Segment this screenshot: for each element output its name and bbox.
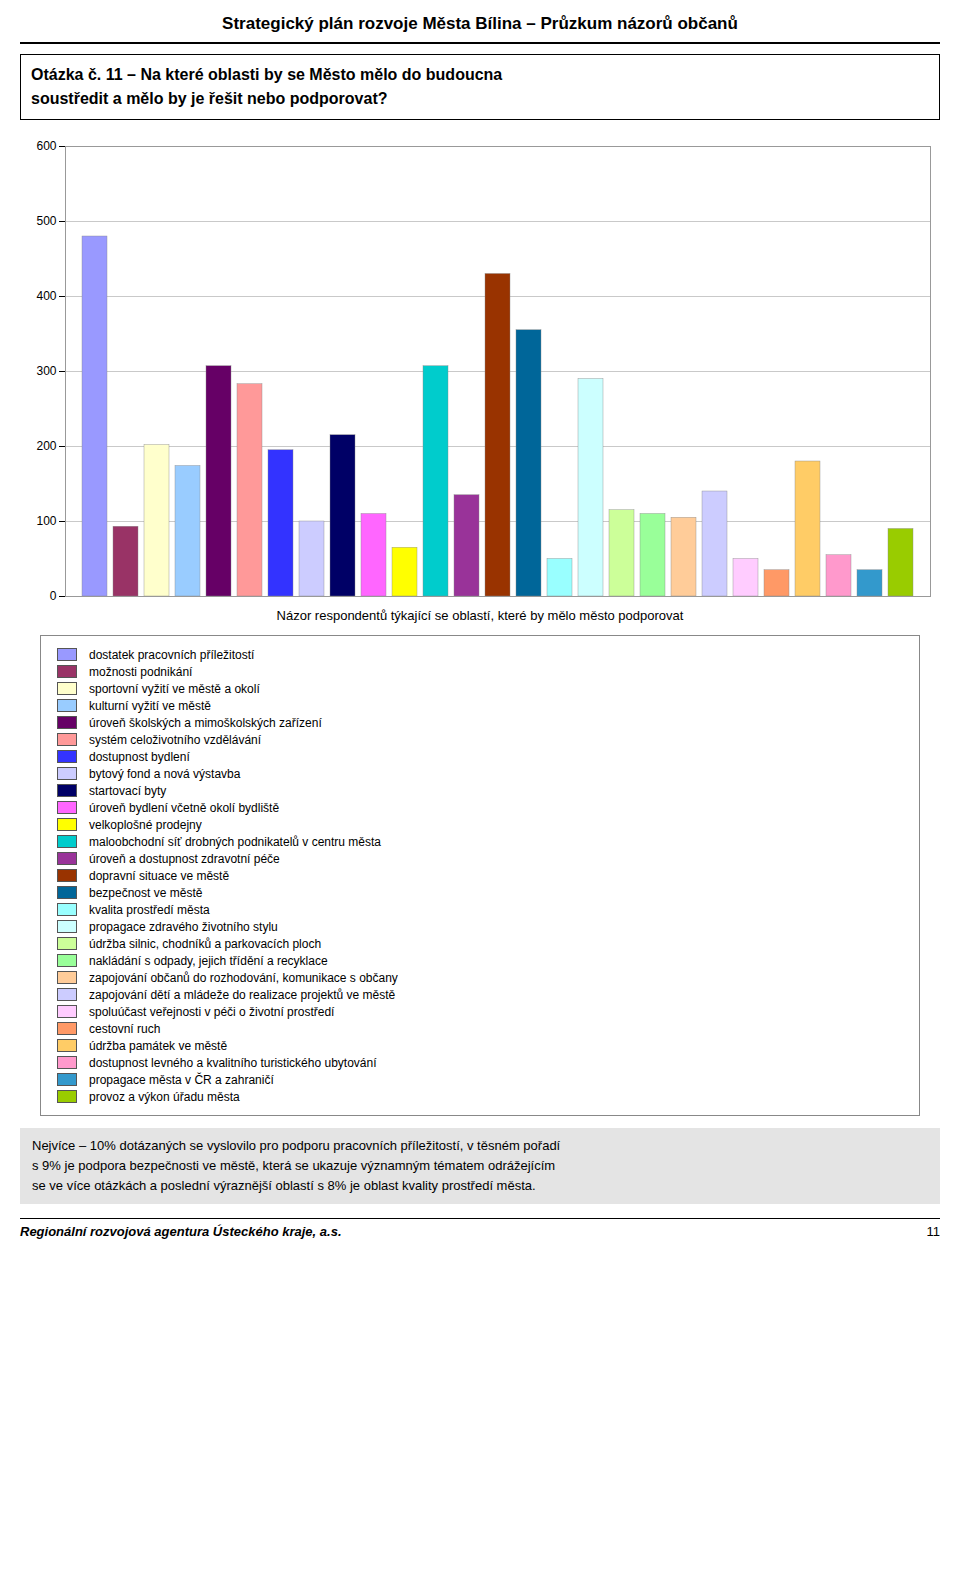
html-text:úroveň školských a mimoškolský: úroveň školských a mimoškolských zařízen…: [89, 715, 322, 730]
html-text:Názor respondentů týkající se: Názor respondentů týkající se oblastí, k…: [276, 608, 684, 623]
svg-text:100: 100: [36, 514, 56, 528]
html-text:zapojování dětí a mládeže do r: zapojování dětí a mládeže do realizace p…: [89, 987, 396, 1002]
html-text:zapojování občanů do rozhodová: zapojování občanů do rozhodování, komuni…: [89, 970, 398, 985]
html-text:dostupnost bydlení: dostupnost bydlení: [89, 749, 190, 764]
html-text:cestovní ruch: cestovní ruch: [89, 1021, 161, 1036]
html-text:bytový fond a nová výstavba: bytový fond a nová výstavba: [89, 766, 241, 781]
html-text:maloobchodní síť drobných podn: maloobchodní síť drobných podnikatelů v …: [89, 834, 381, 849]
html-text:bezpečnost ve městě: bezpečnost ve městě: [89, 885, 203, 900]
html-text:kulturní vyžití ve městě: kulturní vyžití ve městě: [89, 698, 211, 713]
html-text:startovací byty: startovací byty: [89, 783, 167, 798]
html-text:úroveň a dostupnost zdravotní: úroveň a dostupnost zdravotní péče: [89, 851, 280, 866]
html-text:Strategický plán rozvoje Města: Strategický plán rozvoje Města Bílina – …: [222, 14, 738, 33]
svg-text:600: 600: [36, 139, 56, 153]
html-text:možnosti podnikání: možnosti podnikání: [89, 664, 193, 679]
html-text:provoz a výkon úřadu města: provoz a výkon úřadu města: [89, 1089, 240, 1104]
html-text:Otázka č. 11 – Na které oblast: Otázka č. 11 – Na které oblasti by se Mě…: [31, 66, 503, 107]
svg-text:500: 500: [36, 214, 56, 228]
html-text:nakládání s odpady, jejich tří: nakládání s odpady, jejich třídění a rec…: [89, 953, 328, 968]
html-text:spoluúčast veřejnosti v péči o: spoluúčast veřejnosti v péči o životní p…: [89, 1004, 335, 1019]
html-text:velkoplošné prodejny: velkoplošné prodejny: [89, 817, 202, 832]
html-text:Regionální rozvojová agentura: Regionální rozvojová agentura Ústeckého …: [20, 1224, 342, 1240]
html-text:dopravní situace ve městě: dopravní situace ve městě: [89, 868, 230, 883]
html-text:údržba silnic, chodníků a park: údržba silnic, chodníků a parkovacích pl…: [89, 936, 322, 951]
svg-text:200: 200: [36, 439, 56, 453]
svg-text:300: 300: [36, 364, 56, 378]
html-text:dostupnost levného a kvalitníh: dostupnost levného a kvalitního turistic…: [89, 1055, 377, 1070]
html-text:propagace zdravého životního s: propagace zdravého životního stylu: [89, 919, 278, 934]
svg-text:400: 400: [36, 289, 56, 303]
html-text:kvalita prostředí města: kvalita prostředí města: [89, 902, 210, 917]
html-text:dostatek pracovních příležitos: dostatek pracovních příležitostí: [89, 647, 255, 662]
html-text:Nejvíce – 10% dotázaných se vy: Nejvíce – 10% dotázaných se vyslovilo pr…: [32, 1138, 561, 1194]
html-text:propagace města v ČR a zahrani: propagace města v ČR a zahraničí: [89, 1072, 274, 1087]
html-text:systém celoživotního vzděláván: systém celoživotního vzdělávání: [89, 732, 262, 747]
html-text:údržba památek ve městě: údržba památek ve městě: [89, 1038, 228, 1053]
svg-text:0: 0: [50, 589, 57, 603]
html-text:11: 11: [926, 1224, 940, 1240]
html-text:úroveň bydlení včetně okolí by: úroveň bydlení včetně okolí bydliště: [89, 800, 280, 815]
html-text:sportovní vyžití ve městě a ok: sportovní vyžití ve městě a okolí: [89, 681, 260, 696]
